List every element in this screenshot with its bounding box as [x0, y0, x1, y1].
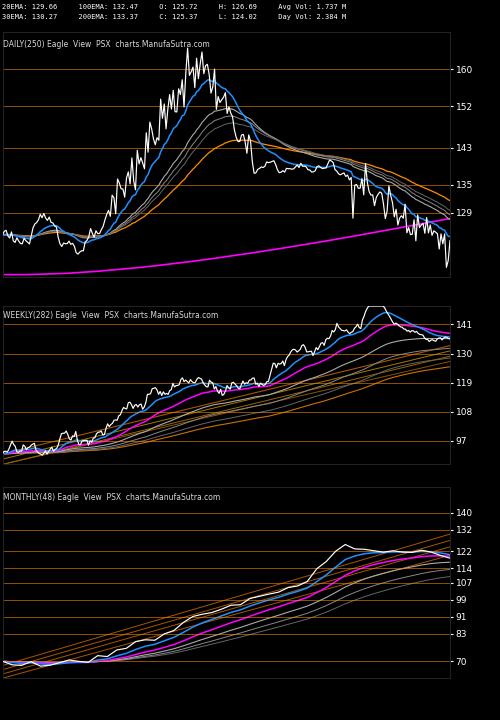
Text: MONTHLY(48) Eagle  View  PSX  charts.ManufaSutra.com: MONTHLY(48) Eagle View PSX charts.Manufa…: [4, 493, 220, 502]
Text: 30EMA: 130.27     200EMA: 133.37     C: 125.37     L: 124.02     Day Vol: 2.384 : 30EMA: 130.27 200EMA: 133.37 C: 125.37 L…: [2, 14, 347, 19]
Text: 20EMA: 129.66     100EMA: 132.47     O: 125.72     H: 126.69     Avg Vol: 1.737 : 20EMA: 129.66 100EMA: 132.47 O: 125.72 H…: [2, 4, 347, 9]
Text: DAILY(250) Eagle  View  PSX  charts.ManufaSutra.com: DAILY(250) Eagle View PSX charts.ManufaS…: [4, 40, 210, 49]
Text: WEEKLY(282) Eagle  View  PSX  charts.ManufaSutra.com: WEEKLY(282) Eagle View PSX charts.Manufa…: [4, 311, 218, 320]
